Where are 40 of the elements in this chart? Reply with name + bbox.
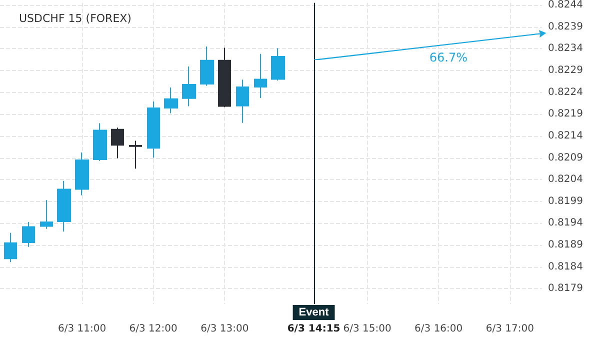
candlestick (40, 200, 53, 230)
candlestick (93, 122, 107, 162)
candlestick (200, 46, 214, 86)
y-tick-label: 0.8194 (548, 218, 583, 229)
y-tick-label: 0.8209 (548, 152, 583, 164)
x-tick-label: 6/3 12:00 (129, 324, 178, 334)
candlestick (218, 47, 231, 108)
candlestick (22, 221, 35, 248)
y-tick-label: 0.8219 (548, 108, 583, 120)
y-tick-label: 0.8244 (548, 0, 583, 10)
y-tick-label: 0.8204 (548, 174, 583, 186)
candlestick (271, 48, 285, 82)
y-tick-label: 0.8214 (548, 130, 583, 142)
candlestick (236, 79, 249, 124)
annotation: 66.7% (429, 50, 468, 65)
y-tick-label: 0.8229 (548, 64, 583, 76)
x-tick-label: 6/3 13:00 (200, 324, 249, 334)
y-tick-label: 0.8199 (548, 196, 583, 207)
y-tick-label: 0.8179 (548, 283, 583, 294)
candlestick (164, 87, 178, 114)
y-tick-label: 0.8234 (548, 43, 583, 54)
y-tick-label: 0.8224 (548, 86, 583, 98)
candlestick (75, 152, 89, 196)
x-tick-label: 6/3 16:00 (414, 324, 463, 334)
x-tick-label: 6/3 11:00 (58, 324, 106, 334)
candlestick (254, 53, 267, 98)
ref-line-label: Event (298, 306, 330, 318)
x-tick-label: 6/3 15:00 (343, 324, 392, 334)
text: USDCHF 15 (FOREX) (19, 12, 132, 25)
y-tick-label: 0.8239 (548, 21, 583, 32)
y-tick-label: 0.8189 (548, 240, 583, 251)
candlestick (57, 180, 71, 232)
x-tick-label: 6/3 17:00 (486, 324, 534, 334)
x-tick-label: 6/3 14:15 (287, 324, 340, 334)
candlestick (129, 140, 142, 170)
y-tick-label: 0.8184 (548, 261, 583, 272)
candlestick (4, 232, 17, 263)
candlestick (111, 127, 124, 159)
candlestick (147, 100, 160, 158)
candlestick (182, 66, 196, 107)
